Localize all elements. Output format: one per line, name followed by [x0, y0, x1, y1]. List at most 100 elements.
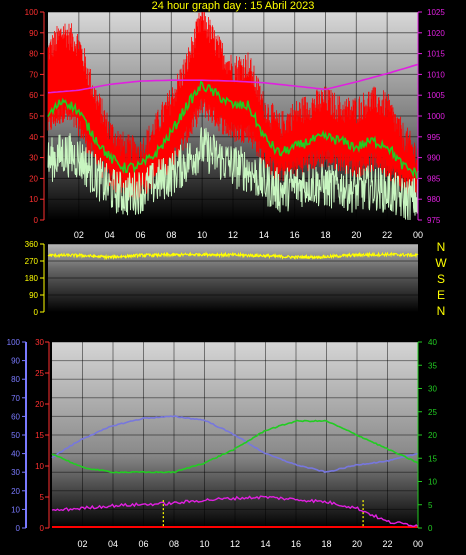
top-left-tick-label: 100: [25, 8, 39, 17]
top-right-tick-label: 1005: [427, 91, 445, 100]
top-left-tick-label: 50: [29, 112, 38, 121]
bottom-humidity-tick-label: 0: [16, 524, 21, 533]
top-magenta-pressure-series: [47, 63, 419, 94]
direction-tick-label: 90: [29, 291, 38, 300]
top-pale-green-series: [47, 127, 419, 221]
bottom-humidity-tick-label: 90: [11, 357, 20, 366]
top-right-tick-label: 990: [427, 154, 441, 163]
compass-label: S: [436, 272, 445, 286]
top-x-tick-label: 10: [197, 230, 207, 240]
top-right-tick-label: 1000: [427, 112, 445, 121]
top-x-tick-label: 22: [382, 230, 392, 240]
bottom-red-tick-label: 10: [35, 462, 44, 471]
direction-yellow-series: [47, 251, 419, 261]
direction-grid: [48, 243, 418, 313]
top-right-ticks: 975 980 985 990 995 1000 1005 1010 1015 1020 1025: [418, 8, 445, 225]
bottom-humidity-tick-label: 40: [11, 450, 20, 459]
bottom-right-tick-label: 30: [428, 385, 437, 394]
bottom-red-ticks: 0 5 10 15 20 25 30: [35, 338, 49, 533]
bottom-right-ticks: 0 5 10 15 20 25 30 35 40: [418, 338, 437, 533]
top-left-tick-label: 30: [29, 154, 38, 163]
top-right-tick-label: 1020: [427, 29, 445, 38]
top-x-tick-label: 04: [105, 230, 115, 240]
direction-chart: 0 90 180 270 360: [25, 240, 419, 317]
top-left-tick-label: 60: [29, 91, 38, 100]
top-x-tick-label: 20: [351, 230, 361, 240]
bottom-right-tick-label: 5: [428, 501, 433, 510]
top-right-tick-label: 985: [427, 174, 441, 183]
direction-ticks: 0 90 180 270 360: [25, 240, 44, 317]
top-right-tick-label: 1010: [427, 70, 445, 79]
bottom-right-tick-label: 20: [428, 431, 437, 440]
bottom-x-tick-label: 14: [260, 539, 270, 549]
bottom-red-tick-label: 5: [40, 493, 45, 502]
bottom-humidity-ticks: 0 10 20 30 40 50 60 70 80 90 100: [7, 338, 26, 533]
top-left-tick-label: 20: [29, 174, 38, 183]
bottom-right-tick-label: 35: [428, 361, 437, 370]
bottom-right-tick-label: 25: [428, 408, 437, 417]
direction-tick-label: 360: [25, 240, 39, 249]
bottom-grid: [52, 341, 419, 529]
top-x-tick-label: 00: [413, 230, 423, 240]
bottom-green-temperature-series: [51, 419, 419, 474]
bottom-red-tick-label: 0: [40, 524, 45, 533]
top-left-tick-label: 40: [29, 133, 38, 142]
bottom-x-tick-label: 00: [413, 539, 423, 549]
top-x-tick-label: 06: [135, 230, 145, 240]
bottom-magenta-series: [51, 495, 419, 527]
top-x-ticks: 02 04 06 08 10 12 14 16 18 20 22 00: [74, 230, 423, 240]
direction-tick-label: 270: [25, 257, 39, 266]
top-left-tick-label: 10: [29, 195, 38, 204]
top-right-tick-label: 995: [427, 133, 441, 142]
bottom-x-tick-label: 20: [352, 539, 362, 549]
top-right-tick-label: 1015: [427, 50, 445, 59]
compass-label: W: [435, 256, 447, 270]
bottom-x-tick-label: 02: [77, 539, 87, 549]
top-right-tick-label: 975: [427, 216, 441, 225]
bottom-right-tick-label: 0: [428, 524, 433, 533]
bottom-humidity-tick-label: 60: [11, 412, 20, 421]
bottom-series: [51, 415, 419, 528]
bottom-x-tick-label: 22: [382, 539, 392, 549]
bottom-x-ticks: 02 04 06 08 10 12 14 16 18 20 22 00: [77, 539, 423, 549]
bottom-humidity-tick-label: 20: [11, 487, 20, 496]
top-x-tick-label: 08: [166, 230, 176, 240]
bottom-red-tick-label: 30: [35, 338, 44, 347]
bottom-humidity-tick-label: 10: [11, 505, 20, 514]
top-left-tick-label: 0: [34, 216, 39, 225]
top-x-tick-label: 16: [290, 230, 300, 240]
top-green-average-series: [47, 80, 419, 179]
bottom-humidity-tick-label: 100: [7, 338, 21, 347]
top-left-tick-label: 90: [29, 29, 38, 38]
top-left-tick-label: 80: [29, 50, 38, 59]
top-left-ticks: 0 10 20 30 40 50 60 70 80 90 100: [25, 8, 44, 225]
top-left-tick-label: 70: [29, 70, 38, 79]
bottom-x-tick-label: 12: [230, 539, 240, 549]
bottom-red-tick-label: 20: [35, 400, 44, 409]
top-x-tick-label: 12: [228, 230, 238, 240]
top-x-tick-label: 18: [320, 230, 330, 240]
bottom-humidity-tick-label: 70: [11, 394, 20, 403]
bottom-right-tick-label: 10: [428, 478, 437, 487]
bottom-right-tick-label: 40: [428, 338, 437, 347]
bottom-humidity-tick-label: 30: [11, 468, 20, 477]
page-title: 24 hour graph day : 15 Abril 2023: [151, 0, 315, 12]
bottom-red-tick-label: 15: [35, 431, 44, 440]
bottom-blue-humidity-series: [51, 415, 419, 474]
compass-label: N: [436, 304, 446, 318]
bottom-red-tick-label: 25: [35, 369, 44, 378]
top-x-tick-label: 02: [74, 230, 84, 240]
direction-tick-label: 180: [25, 274, 39, 283]
bottom-x-tick-label: 10: [199, 539, 209, 549]
bottom-x-tick-label: 18: [321, 539, 331, 549]
bottom-humidity-tick-label: 80: [11, 375, 20, 384]
top-right-tick-label: 980: [427, 195, 441, 204]
bottom-right-tick-label: 15: [428, 454, 437, 463]
bottom-x-tick-label: 16: [291, 539, 301, 549]
top-series: [47, 12, 419, 221]
bottom-x-tick-label: 08: [169, 539, 179, 549]
direction-series: [47, 251, 419, 261]
